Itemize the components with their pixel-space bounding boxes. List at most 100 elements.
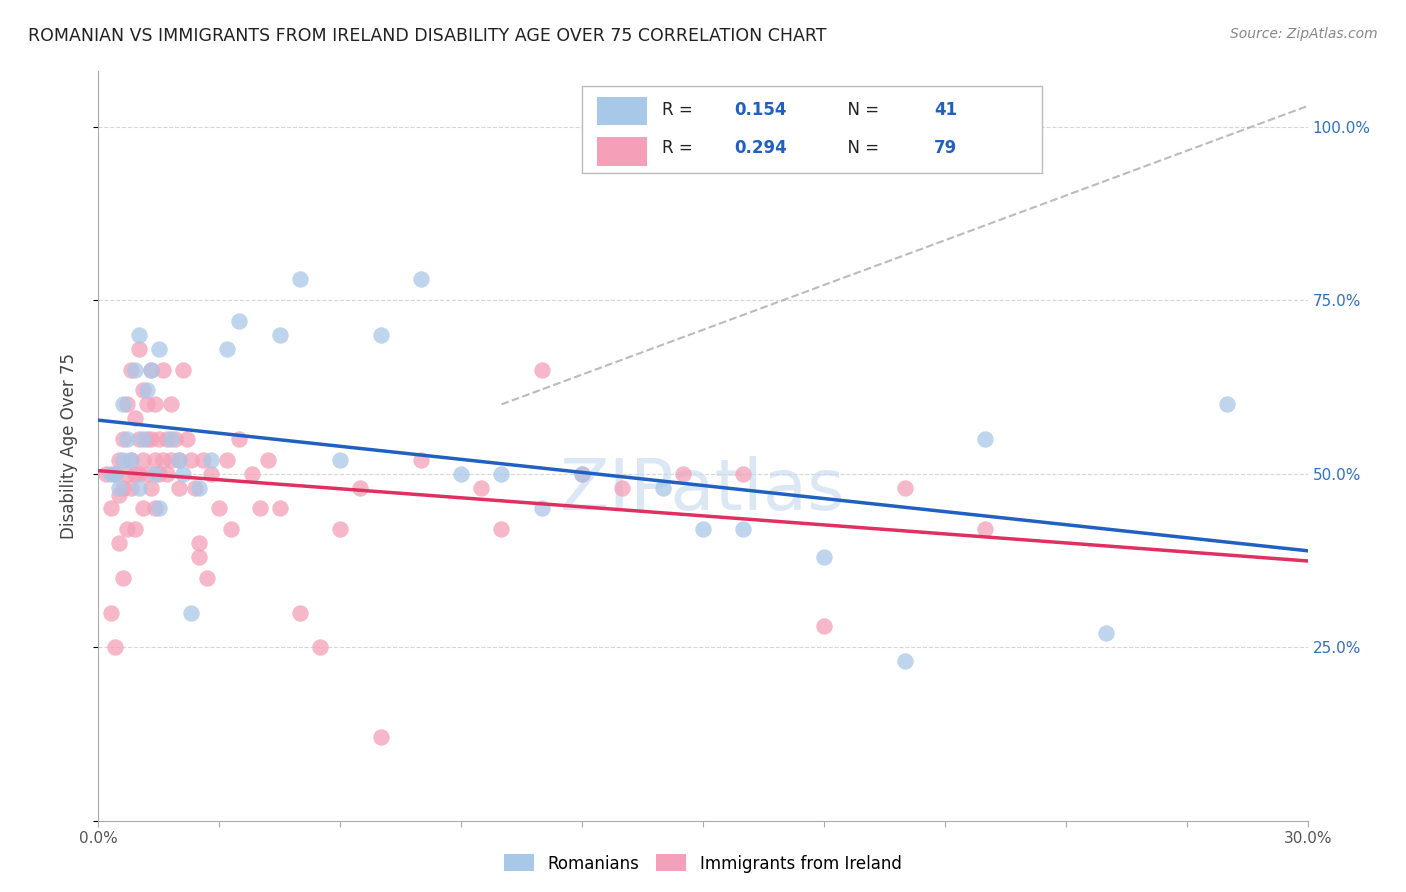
Point bbox=[974, 432, 997, 446]
Point bbox=[103, 640, 125, 655]
Point bbox=[733, 467, 755, 481]
Point bbox=[530, 501, 553, 516]
Point bbox=[124, 522, 146, 536]
Point bbox=[120, 453, 142, 467]
Point bbox=[269, 328, 291, 343]
Text: 0.294: 0.294 bbox=[734, 139, 787, 157]
Point bbox=[128, 467, 150, 481]
Point bbox=[370, 731, 392, 745]
Point bbox=[103, 467, 125, 481]
Point bbox=[111, 453, 134, 467]
Point bbox=[893, 654, 915, 668]
Point bbox=[217, 453, 239, 467]
Point bbox=[195, 571, 218, 585]
Point bbox=[188, 549, 211, 564]
Point bbox=[139, 362, 162, 376]
Text: ROMANIAN VS IMMIGRANTS FROM IRELAND DISABILITY AGE OVER 75 CORRELATION CHART: ROMANIAN VS IMMIGRANTS FROM IRELAND DISA… bbox=[28, 27, 827, 45]
Point bbox=[111, 571, 134, 585]
Point bbox=[893, 481, 915, 495]
Point bbox=[409, 453, 432, 467]
Point bbox=[167, 481, 190, 495]
Point bbox=[156, 467, 179, 481]
Text: 41: 41 bbox=[934, 102, 957, 120]
Point bbox=[148, 432, 170, 446]
Point bbox=[672, 467, 695, 481]
Point bbox=[139, 432, 162, 446]
Text: R =: R = bbox=[662, 139, 697, 157]
Text: 0.154: 0.154 bbox=[734, 102, 787, 120]
Point bbox=[188, 536, 211, 550]
Point bbox=[450, 467, 472, 481]
Point bbox=[100, 467, 122, 481]
Point bbox=[115, 467, 138, 481]
Point bbox=[139, 362, 162, 376]
Text: Source: ZipAtlas.com: Source: ZipAtlas.com bbox=[1230, 27, 1378, 41]
Point bbox=[288, 606, 311, 620]
Point bbox=[120, 481, 142, 495]
Point bbox=[148, 342, 170, 356]
Point bbox=[111, 397, 134, 411]
Text: ZIPatlas: ZIPatlas bbox=[560, 457, 846, 525]
Point bbox=[143, 501, 166, 516]
Point bbox=[139, 481, 162, 495]
Point bbox=[172, 467, 194, 481]
Point bbox=[813, 549, 835, 564]
Point bbox=[132, 384, 155, 398]
Point bbox=[491, 522, 513, 536]
Point bbox=[135, 467, 157, 481]
Point bbox=[329, 522, 352, 536]
Point bbox=[1216, 397, 1239, 411]
Point bbox=[124, 411, 146, 425]
Point bbox=[217, 342, 239, 356]
Point bbox=[135, 432, 157, 446]
Text: N =: N = bbox=[837, 102, 884, 120]
Point bbox=[349, 481, 371, 495]
Point bbox=[409, 272, 432, 286]
Point bbox=[160, 432, 183, 446]
Point bbox=[813, 619, 835, 633]
Point bbox=[470, 481, 492, 495]
Point bbox=[180, 606, 202, 620]
Point bbox=[1095, 626, 1118, 640]
Point bbox=[256, 453, 278, 467]
Point bbox=[100, 501, 122, 516]
Point bbox=[612, 481, 634, 495]
FancyBboxPatch shape bbox=[596, 137, 647, 166]
Point bbox=[491, 467, 513, 481]
Point bbox=[329, 453, 352, 467]
Y-axis label: Disability Age Over 75: Disability Age Over 75 bbox=[59, 353, 77, 539]
Point bbox=[249, 501, 271, 516]
Point bbox=[692, 522, 714, 536]
Point bbox=[148, 467, 170, 481]
Point bbox=[221, 522, 243, 536]
Point bbox=[143, 467, 166, 481]
Point bbox=[370, 328, 392, 343]
Point bbox=[135, 397, 157, 411]
Point bbox=[128, 481, 150, 495]
Point bbox=[124, 362, 146, 376]
Point bbox=[733, 522, 755, 536]
Point bbox=[111, 432, 134, 446]
FancyBboxPatch shape bbox=[582, 87, 1042, 172]
Text: 79: 79 bbox=[934, 139, 957, 157]
Point bbox=[193, 453, 215, 467]
Point bbox=[107, 487, 129, 501]
Point bbox=[208, 501, 231, 516]
Point bbox=[148, 501, 170, 516]
Point bbox=[115, 432, 138, 446]
Point bbox=[571, 467, 593, 481]
Point bbox=[96, 467, 118, 481]
Point bbox=[180, 453, 202, 467]
Point bbox=[107, 453, 129, 467]
Point bbox=[100, 606, 122, 620]
Point bbox=[200, 467, 222, 481]
Point bbox=[188, 481, 211, 495]
Point bbox=[160, 397, 183, 411]
Point bbox=[132, 432, 155, 446]
Point bbox=[974, 522, 997, 536]
Point bbox=[128, 342, 150, 356]
Point bbox=[184, 481, 207, 495]
Point bbox=[103, 467, 125, 481]
Point bbox=[651, 481, 673, 495]
Point bbox=[530, 362, 553, 376]
